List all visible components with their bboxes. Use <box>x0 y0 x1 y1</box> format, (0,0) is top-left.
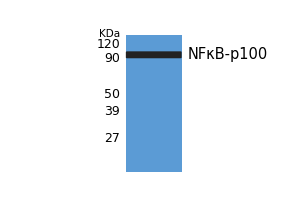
Text: 120: 120 <box>96 38 120 51</box>
Text: 50: 50 <box>104 88 120 101</box>
Text: 39: 39 <box>104 105 120 118</box>
Text: 27: 27 <box>104 132 120 145</box>
Text: KDa: KDa <box>99 29 120 39</box>
Text: 90: 90 <box>104 52 120 65</box>
Bar <box>126 35 182 172</box>
FancyBboxPatch shape <box>126 51 182 58</box>
Text: NFκB-p100: NFκB-p100 <box>188 47 268 62</box>
